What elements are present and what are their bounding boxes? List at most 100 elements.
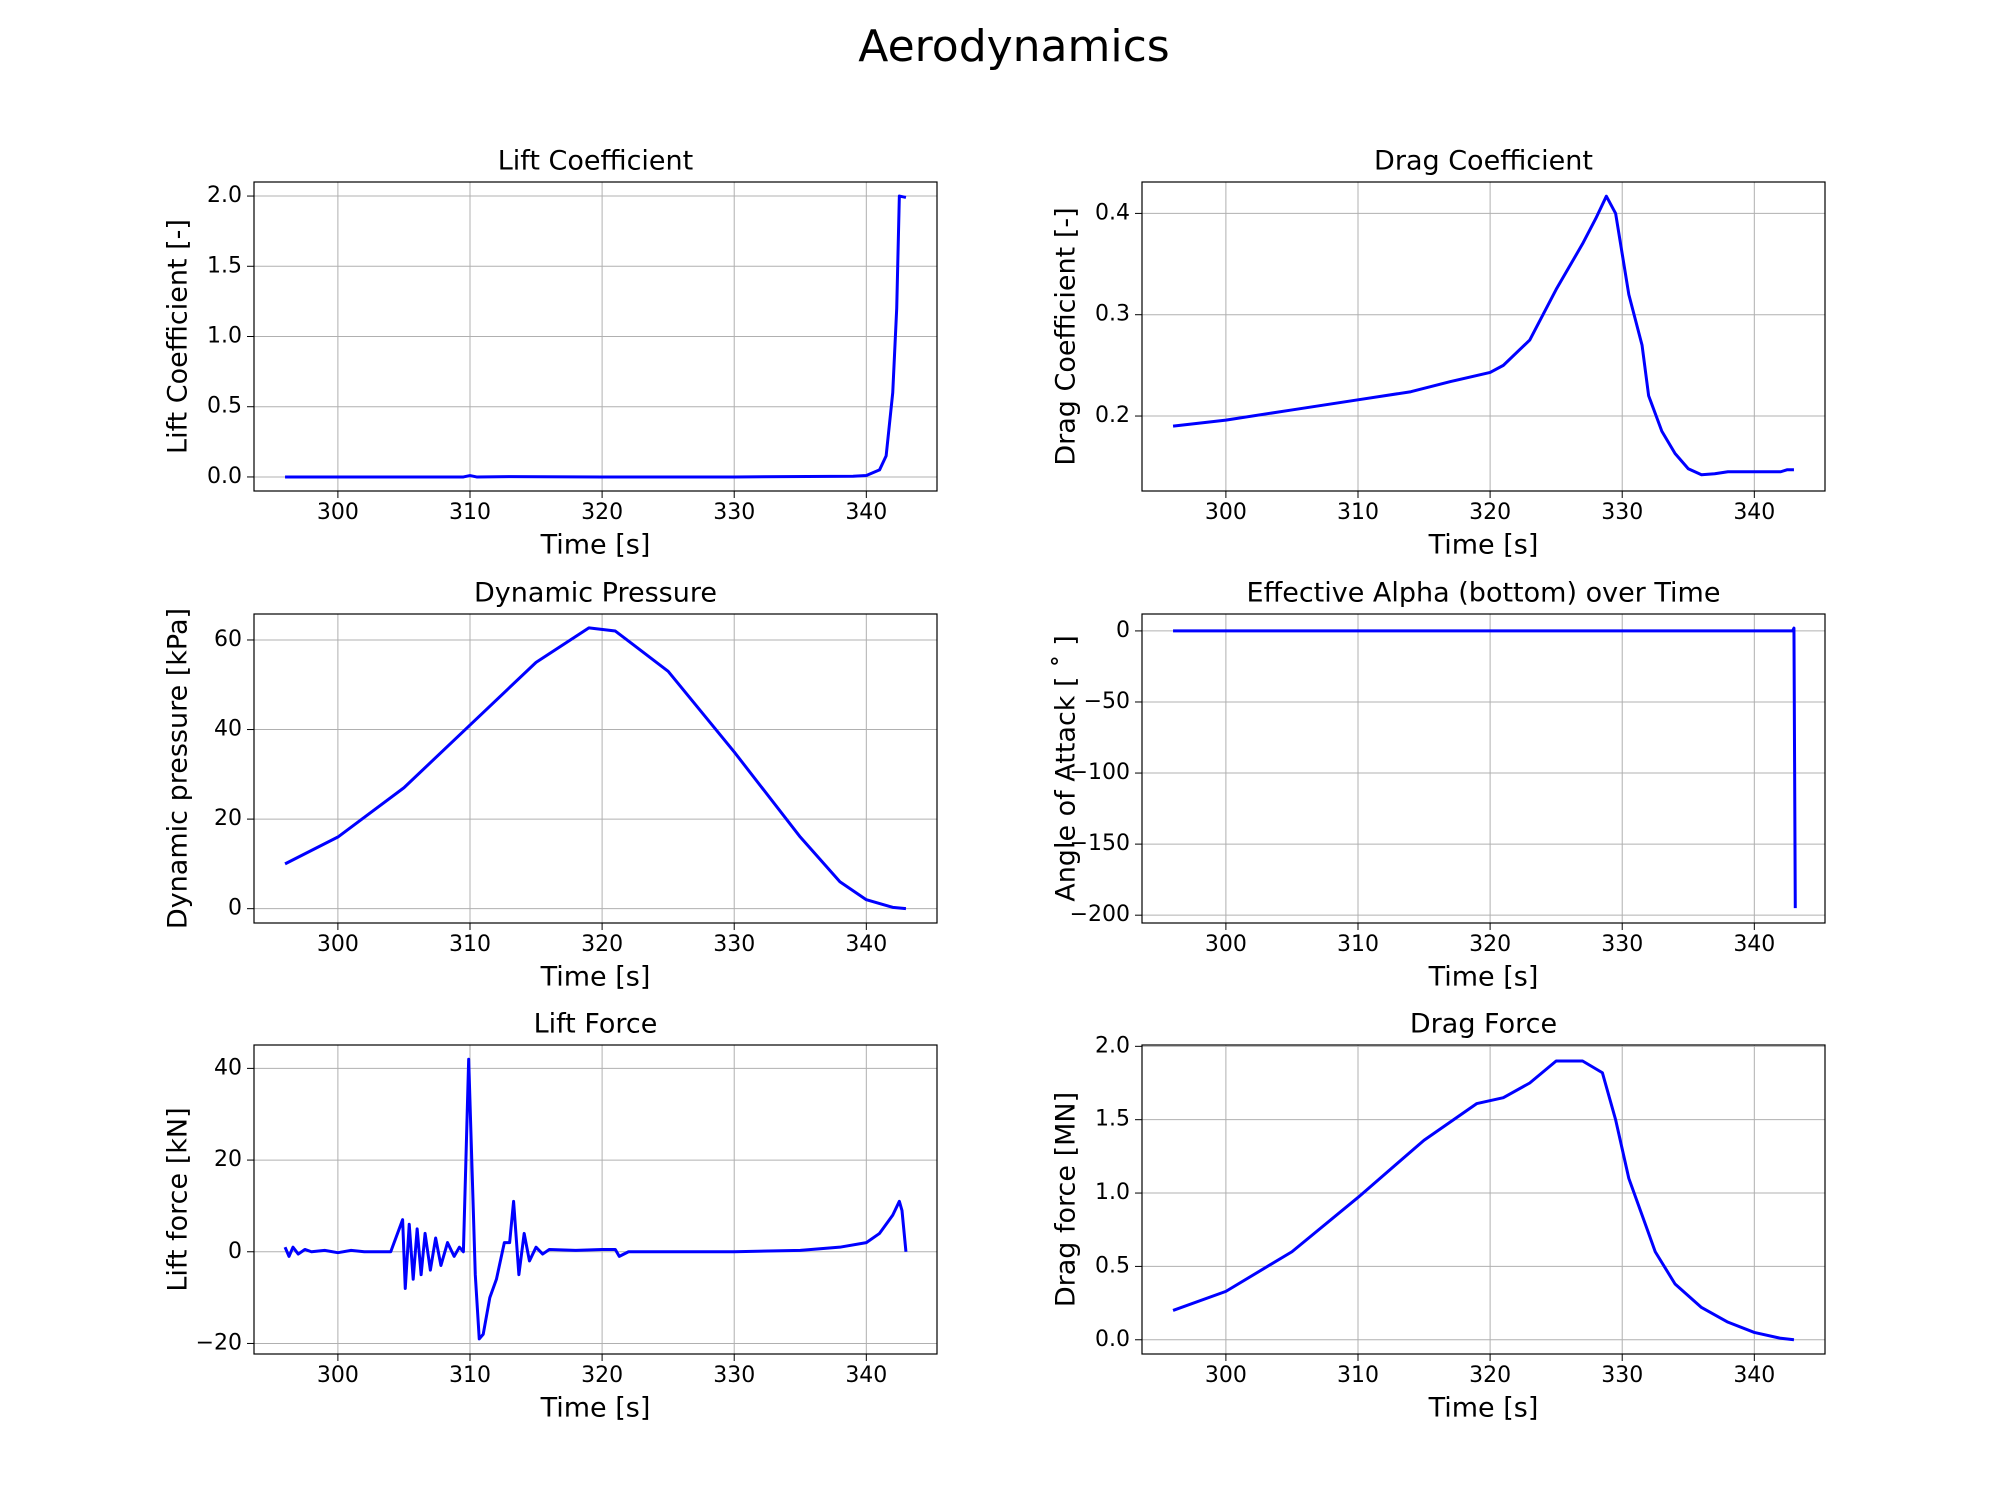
- y-tick-label: 1.0: [1095, 1180, 1130, 1205]
- axes-frame: [1141, 181, 1826, 492]
- x-tick-label: 310: [1337, 500, 1379, 525]
- x-tick-label: 330: [713, 932, 755, 957]
- subplot-title: Effective Alpha (bottom) over Time: [1247, 578, 1721, 609]
- y-tick-label: 2.0: [207, 183, 242, 208]
- y-tick-label: 0.5: [207, 394, 242, 419]
- x-axis-label: Time [s]: [1428, 530, 1539, 561]
- data-line: [284, 626, 907, 911]
- y-axis-label: Drag Coefficient [-]: [1051, 207, 1082, 465]
- y-axis-label: Lift Coefficient [-]: [163, 219, 194, 454]
- plot-data: [1172, 194, 1794, 477]
- y-tick-label: 40: [214, 717, 242, 742]
- subplot-title: Dynamic Pressure: [474, 578, 717, 609]
- plot-data: [1173, 626, 1797, 909]
- x-axis-label: Time [s]: [540, 1393, 651, 1424]
- x-axis-label: Time [s]: [540, 962, 651, 993]
- plot-area: [254, 614, 937, 923]
- x-tick-label: 320: [1469, 1363, 1511, 1388]
- y-tick-label: 1.5: [1095, 1107, 1130, 1132]
- y-tick-label: 0.4: [1095, 200, 1130, 225]
- x-tick-label: 330: [1601, 1363, 1643, 1388]
- y-tick-label: 40: [214, 1055, 242, 1080]
- plot-area: [254, 1045, 937, 1354]
- subplot-title: Lift Force: [534, 1009, 658, 1040]
- subplot-title: Drag Force: [1410, 1009, 1557, 1040]
- data-line: [1173, 626, 1797, 909]
- axes-frame: [253, 1044, 938, 1355]
- x-tick-label: 330: [1601, 932, 1643, 957]
- x-tick-label: 310: [449, 500, 491, 525]
- x-tick-label: 340: [845, 500, 887, 525]
- x-tick-label: 300: [317, 932, 359, 957]
- x-tick-label: 330: [1601, 500, 1643, 525]
- y-tick-label: 60: [214, 627, 242, 652]
- subplot-title: Drag Coefficient: [1374, 146, 1593, 177]
- y-tick-label: −150: [1070, 831, 1130, 856]
- y-tick-label: 0: [228, 1239, 242, 1264]
- x-tick-label: 330: [713, 500, 755, 525]
- y-tick-label: 0: [1116, 618, 1130, 643]
- x-tick-label: 300: [1205, 500, 1247, 525]
- x-tick-label: 340: [1733, 500, 1775, 525]
- x-tick-label: 320: [1469, 932, 1511, 957]
- x-axis-label: Time [s]: [1428, 1393, 1539, 1424]
- y-tick-label: 0.0: [1095, 1327, 1130, 1352]
- y-tick-label: −100: [1070, 760, 1130, 785]
- plot-data: [285, 194, 907, 479]
- y-tick-label: 0.3: [1095, 302, 1130, 327]
- x-tick-label: 310: [449, 932, 491, 957]
- plot-area: [1142, 614, 1825, 923]
- y-tick-label: 0.5: [1095, 1253, 1130, 1278]
- x-tick-label: 340: [1733, 932, 1775, 957]
- y-tick-label: −50: [1084, 689, 1130, 714]
- x-tick-label: 320: [1469, 500, 1511, 525]
- subplot-title: Lift Coefficient: [498, 146, 694, 177]
- y-tick-label: 0.2: [1095, 403, 1130, 428]
- axes-frame: [253, 181, 938, 492]
- axes-frame: [1141, 1044, 1826, 1355]
- y-tick-label: −20: [196, 1330, 242, 1355]
- figure-title: Aerodynamics: [858, 21, 1169, 72]
- x-tick-label: 320: [581, 932, 623, 957]
- x-tick-label: 330: [713, 1363, 755, 1388]
- x-tick-label: 300: [317, 1363, 359, 1388]
- x-axis-label: Time [s]: [540, 530, 651, 561]
- x-tick-label: 320: [581, 1363, 623, 1388]
- y-tick-label: 20: [214, 806, 242, 831]
- data-line: [1172, 1059, 1795, 1342]
- y-axis-label: Drag force [MN]: [1051, 1092, 1082, 1307]
- x-tick-label: 300: [317, 500, 359, 525]
- y-tick-label: 0: [228, 896, 242, 921]
- x-tick-label: 300: [1205, 1363, 1247, 1388]
- y-tick-label: −200: [1070, 902, 1130, 927]
- data-line: [1172, 194, 1794, 477]
- axes-frame: [1141, 613, 1826, 924]
- x-tick-label: 340: [1733, 1363, 1775, 1388]
- data-line: [285, 194, 907, 479]
- y-axis-label: Angle of Attack [ ˚ ]: [1051, 635, 1082, 902]
- x-axis-label: Time [s]: [1428, 962, 1539, 993]
- y-tick-label: 1.5: [207, 253, 242, 278]
- x-tick-label: 340: [845, 932, 887, 957]
- plot-data: [284, 626, 907, 911]
- y-tick-label: 20: [214, 1147, 242, 1172]
- axes-frame: [253, 613, 938, 924]
- y-axis-label: Lift force [kN]: [163, 1107, 194, 1291]
- x-tick-label: 310: [1337, 1363, 1379, 1388]
- y-tick-label: 0.0: [207, 464, 242, 489]
- x-tick-label: 320: [581, 500, 623, 525]
- plot-area: [1142, 182, 1825, 491]
- y-tick-label: 1.0: [207, 324, 242, 349]
- x-tick-label: 310: [449, 1363, 491, 1388]
- x-tick-label: 340: [845, 1363, 887, 1388]
- x-tick-label: 300: [1205, 932, 1247, 957]
- plot-area: [1142, 1045, 1825, 1354]
- y-tick-label: 2.0: [1095, 1033, 1130, 1058]
- y-axis-label: Dynamic pressure [kPa]: [163, 608, 194, 929]
- x-tick-label: 310: [1337, 932, 1379, 957]
- plot-data: [1172, 1059, 1795, 1342]
- data-line: [283, 1057, 908, 1341]
- plot-data: [283, 1057, 908, 1341]
